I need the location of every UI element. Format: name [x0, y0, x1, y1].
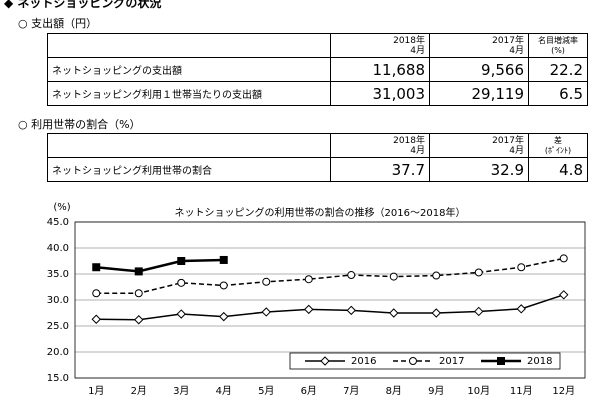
marker — [176, 309, 186, 319]
page-title: ◆ ネットショッピングの状況 — [4, 0, 162, 10]
marker — [517, 263, 526, 272]
header: 4月 — [509, 145, 524, 156]
header: (ﾎﾟｲﾝﾄ) — [544, 145, 572, 155]
section-label: ○ 支出額（円） — [18, 17, 98, 30]
header: (%) — [551, 45, 565, 55]
ratio-table: 2018年 4月 2017年 4月 差 (ﾎﾟｲﾝﾄ) ネットショッピング利用世帯の割… — [47, 133, 588, 182]
x-tick-label: 4月 — [216, 385, 232, 397]
marker — [134, 267, 143, 276]
x-tick-label: 2月 — [131, 385, 147, 397]
cell: 32.9 — [429, 157, 529, 182]
marker — [177, 257, 186, 265]
x-tick-label: 12月 — [552, 385, 575, 397]
header: 4月 — [509, 45, 524, 56]
marker — [304, 275, 313, 284]
marker — [347, 271, 356, 280]
marker — [177, 278, 186, 287]
marker — [92, 263, 101, 272]
chart-title: ネットショッピングの利用世帯の割合の推移（2016～2018年） — [175, 206, 466, 219]
marker — [559, 254, 568, 263]
y-tick-label: 35.0 — [47, 269, 69, 280]
header: 2017年 — [492, 35, 524, 46]
x-tick-label: 11月 — [510, 385, 533, 397]
cell: 2017年 4月 — [429, 133, 529, 158]
marker — [474, 306, 484, 317]
cell: 2018年 4月 — [330, 33, 430, 58]
marker — [389, 272, 398, 281]
marker — [91, 314, 101, 324]
cell: ネットショッピング利用１世帯当たりの支出額 — [47, 81, 331, 106]
x-tick-label: 8月 — [386, 385, 402, 397]
legend-marker — [409, 357, 417, 365]
marker — [134, 289, 143, 298]
cell: 11,688 — [330, 57, 430, 82]
expense-table: 2018年 4月 2017年 4月 名目増減率 (%) ネットショッピングの支出額 11… — [47, 33, 588, 106]
x-tick-label: 7月 — [343, 385, 359, 397]
series-line — [96, 294, 564, 321]
series-line — [96, 257, 564, 294]
cell: 9,566 — [429, 57, 529, 82]
marker — [304, 304, 314, 315]
header: 2018年 — [393, 135, 425, 146]
marker — [346, 305, 356, 316]
plot-frame — [74, 221, 586, 379]
y-tick-label: 15.0 — [47, 373, 69, 384]
marker — [262, 277, 271, 286]
y-tick-label: 40.0 — [47, 243, 69, 254]
y-tick-label: 25.0 — [47, 321, 69, 332]
cell: 31,003 — [330, 81, 430, 106]
header: 名目増減率 — [538, 35, 578, 45]
header: 2018年 — [393, 35, 425, 46]
marker — [516, 304, 526, 314]
y-axis-label: (%) — [53, 202, 70, 213]
x-tick-label: 3月 — [173, 385, 189, 397]
marker — [219, 311, 229, 322]
marker — [92, 289, 101, 298]
x-tick-label: 6月 — [301, 385, 317, 397]
cell: ネットショッピング利用世帯の割合 — [47, 157, 331, 182]
section-label: ○ 利用世帯の割合（%） — [18, 118, 141, 131]
marker — [474, 268, 483, 277]
cell: 名目増減率 (%) — [528, 33, 588, 58]
cell: 29,119 — [429, 81, 529, 106]
cell: ネットショッピングの支出額 — [47, 57, 331, 82]
marker — [432, 271, 441, 280]
marker — [559, 290, 569, 300]
marker — [219, 255, 228, 264]
header: 2017年 — [492, 135, 524, 146]
header: 差 — [554, 135, 562, 145]
cell: 2017年 4月 — [429, 33, 529, 58]
marker — [431, 308, 441, 318]
header: 4月 — [410, 145, 425, 156]
marker — [261, 307, 271, 317]
marker — [389, 308, 399, 318]
x-tick-label: 5月 — [258, 385, 274, 397]
cell: 37.7 — [330, 157, 430, 182]
cell: 6.5 — [528, 81, 588, 106]
marker — [219, 281, 228, 290]
cell: 2018年 4月 — [330, 133, 430, 158]
legend-label: 2017 — [439, 356, 464, 367]
y-tick-label: 45.0 — [47, 217, 69, 228]
x-tick-label: 10月 — [467, 385, 490, 397]
x-tick-label: 9月 — [428, 385, 444, 397]
legend-marker — [320, 356, 330, 366]
marker — [134, 315, 144, 325]
series-line — [96, 258, 224, 273]
legend-label: 2018 — [527, 356, 552, 367]
cell — [47, 33, 331, 58]
x-tick-label: 1月 — [88, 385, 104, 397]
cell: 4.8 — [528, 157, 588, 182]
legend-label: 2016 — [351, 356, 376, 367]
y-tick-label: 30.0 — [47, 295, 69, 306]
y-tick-label: 20.0 — [47, 347, 69, 358]
legend-marker — [497, 357, 505, 365]
header: 4月 — [410, 45, 425, 56]
